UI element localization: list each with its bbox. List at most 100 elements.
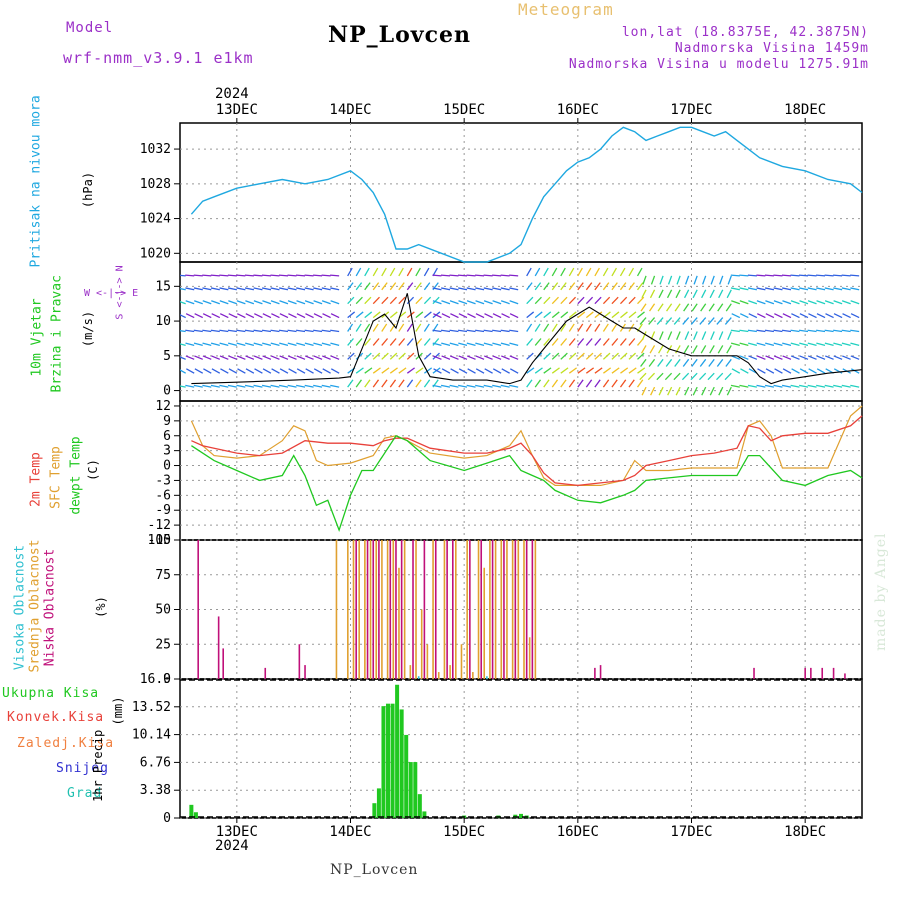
wind-barb [440,329,451,333]
wind-barb [649,345,656,354]
wind-barb [639,372,647,381]
wind-barb [808,368,817,374]
wind-barb [296,313,306,319]
wind-barb [699,317,707,325]
wind-barb [602,282,610,291]
wind-barb [658,289,664,299]
wind-barb [219,300,229,305]
wind-barb [415,267,421,277]
wind-barb [441,368,451,374]
wind-barb [757,313,766,319]
wind-barb [808,313,817,319]
wind-barb [202,342,212,347]
wind-barb [466,287,476,291]
wind-barb [560,379,567,388]
wind-barb [330,342,340,347]
wind-barb [526,338,533,346]
wind-barb [824,287,834,291]
wind-barb [347,311,356,319]
y-tick-label: -15 [148,533,171,548]
precip-bar [381,706,386,818]
wind-barb [389,323,396,332]
precip-bar [386,703,391,818]
wind-barb [406,352,415,360]
wind-barb [594,352,602,360]
wind-barb [782,342,792,347]
day-label-bottom: 18DEC [784,824,826,840]
wind-barb [381,379,388,388]
wind-barb [543,338,551,346]
wind-barb [432,274,442,277]
y-tick-label: -9 [155,503,171,518]
wind-barb [415,282,422,291]
wind-barb [501,313,510,319]
wind-barb [667,386,673,396]
wind-barb [185,342,195,347]
wind-barb [389,367,398,374]
wind-barb [254,313,263,319]
wind-barb [279,300,289,305]
y-tick-label: 1024 [140,212,171,227]
wind-barb [798,274,809,277]
wind-barb [202,313,212,319]
wind-barb [692,345,698,354]
wind-barb [244,329,254,333]
wind-barb [698,372,707,381]
model-label: Model [66,20,114,36]
wind-barb [313,313,323,319]
wind-barb [296,287,306,291]
wind-barb [724,317,732,325]
wind-barb [466,274,476,277]
wind-barb [833,384,843,388]
wind-barb [509,384,519,388]
temp-2m-line [191,415,863,487]
wind-barb [551,311,560,319]
wind-barb [667,275,673,285]
wind-barb [850,300,860,305]
wind-barb [534,367,543,374]
wind-barb [364,282,371,291]
wind-barb [841,287,851,291]
wind-barb [568,367,577,374]
wind-barb [194,300,203,305]
wind-barb [287,342,297,347]
wind-barb [193,274,203,277]
wind-barb [816,287,826,291]
year-bottom: 2024 [215,838,249,854]
wind-barb [458,313,468,319]
wind-barb [684,275,690,285]
wind-barb [640,345,647,354]
wind-barb [717,345,724,354]
wind-barb [423,352,432,360]
wind-barb [756,274,766,277]
wind-barb [773,274,783,277]
wind-barb [807,300,817,305]
wind-barb [423,267,430,277]
wind-barb [824,342,834,347]
y-tick-label: 6.76 [140,755,171,770]
wind-barb [450,368,459,374]
wind-barb [747,287,757,291]
wind-barb [637,352,645,360]
wind-barb [692,289,698,299]
wind-barb [372,379,380,388]
wind-barb [799,384,809,388]
wind-barb [816,355,826,360]
wind-barb [765,368,775,374]
wind-barb [665,358,673,367]
wind-barb [330,355,340,360]
wind-barb [710,331,715,341]
wind-barb [449,329,459,333]
wind-barb [781,274,792,277]
wind-barb [691,358,698,367]
wind-barb [716,317,724,325]
wind-barb [628,338,636,346]
wind-barb [261,384,272,388]
wind-barb [279,384,289,388]
wind-barb [656,317,664,325]
wind-barb [716,358,724,367]
wind-barb [683,345,690,354]
wind-barb [551,296,559,305]
wind-barb [747,342,758,347]
wind-barb [731,368,741,374]
